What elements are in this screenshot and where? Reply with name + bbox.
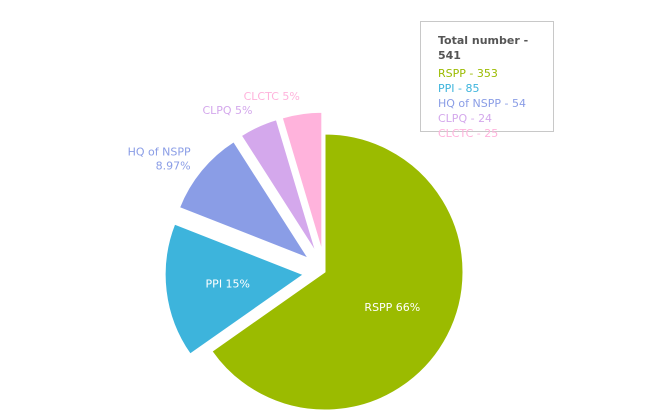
legend-item-hq-of-nspp: HQ of NSPP - 54 — [438, 97, 526, 110]
data-label-ppi: PPI 15% — [206, 278, 250, 291]
legend-item-ppi: PPI - 85 — [438, 82, 480, 95]
chart-legend: Total number - 541 RSPP - 353 PPI - 85 H… — [420, 21, 554, 140]
pie-slice-hq-of-nspp — [178, 141, 310, 260]
legend-item-clpq: CLPQ - 24 — [438, 112, 493, 125]
legend-title: Total number - 541 — [438, 34, 529, 62]
pie-slice-clpq — [240, 119, 317, 253]
data-label-rspp: RSPP 66% — [364, 301, 420, 314]
legend-item-clctc: CLCTC - 25 — [438, 127, 499, 140]
pie-slice-rspp — [211, 133, 464, 411]
data-label-clctc: CLCTC 5% — [244, 90, 300, 103]
data-label-hq-of-nspp: HQ of NSPP 8.97% — [128, 145, 191, 172]
pie-slice-clctc — [281, 111, 323, 251]
legend-item-rspp: RSPP - 353 — [438, 67, 498, 80]
pie-slice-ppi — [164, 223, 305, 355]
data-label-clpq: CLPQ 5% — [202, 104, 252, 117]
